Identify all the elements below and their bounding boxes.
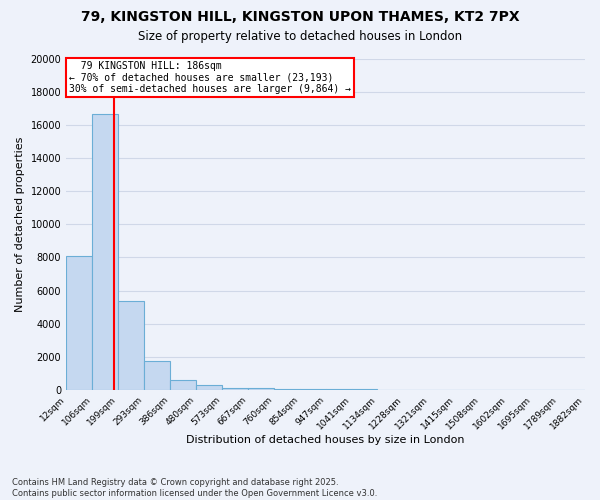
Bar (196, 385, 222, 390)
Bar (118, 302, 144, 390)
Bar (170, 380, 196, 390)
Bar (248, 388, 274, 390)
X-axis label: Distribution of detached houses by size in London: Distribution of detached houses by size … (187, 435, 465, 445)
Text: Contains HM Land Registry data © Crown copyright and database right 2025.
Contai: Contains HM Land Registry data © Crown c… (12, 478, 377, 498)
Bar (66, 256, 92, 390)
Y-axis label: Number of detached properties: Number of detached properties (15, 136, 25, 312)
Text: 79 KINGSTON HILL: 186sqm
← 70% of detached houses are smaller (23,193)
30% of se: 79 KINGSTON HILL: 186sqm ← 70% of detach… (69, 60, 351, 94)
Text: Size of property relative to detached houses in London: Size of property relative to detached ho… (138, 30, 462, 43)
Bar (222, 388, 248, 390)
Bar (144, 361, 170, 390)
Text: 79, KINGSTON HILL, KINGSTON UPON THAMES, KT2 7PX: 79, KINGSTON HILL, KINGSTON UPON THAMES,… (80, 10, 520, 24)
Bar (92, 114, 118, 390)
Bar (274, 389, 300, 390)
